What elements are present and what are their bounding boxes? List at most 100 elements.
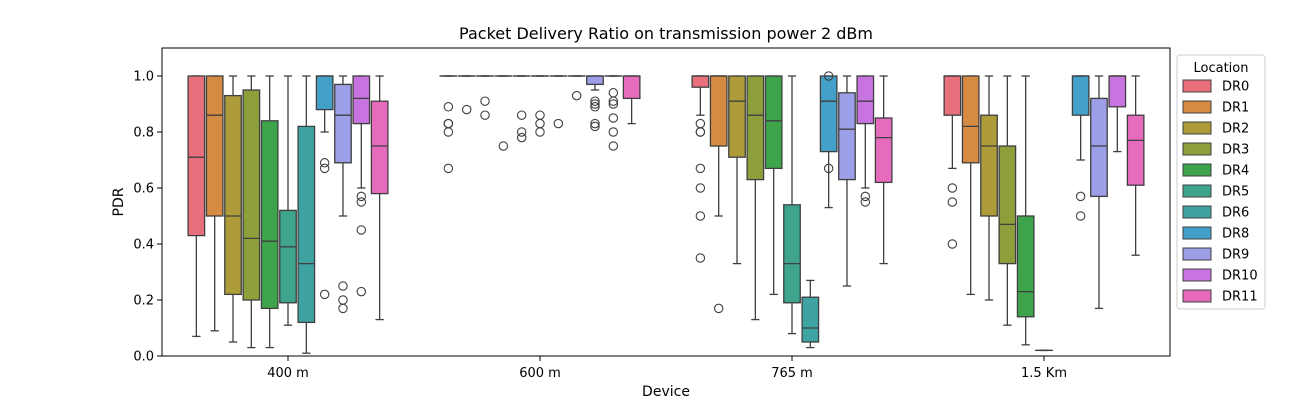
outlier-point	[713, 303, 724, 314]
outlier-point	[356, 191, 367, 202]
legend-frame	[1176, 54, 1266, 310]
outlier-point	[947, 239, 958, 249]
box-dr2	[224, 94, 242, 296]
legend-label-dr10: DR10	[1222, 269, 1258, 284]
series-dr11	[370, 75, 1145, 321]
outlier-point	[608, 141, 619, 151]
outlier-point	[1075, 211, 1086, 221]
legend-swatch-dr6	[1182, 205, 1212, 219]
outlier-point	[695, 163, 706, 174]
outlier-point	[498, 141, 509, 151]
box-dr8	[1071, 75, 1090, 116]
legend-label-dr11: DR11	[1222, 290, 1258, 305]
x-axis: 400 m 600 m 765 m 1.5 Km	[267, 356, 1067, 381]
outlier-point	[590, 102, 600, 112]
y-tick-label: 0.8	[133, 126, 154, 141]
outlier-point	[590, 118, 600, 129]
box-dr4	[260, 120, 279, 310]
series-dr6	[297, 75, 820, 354]
legend-label-dr5: DR5	[1222, 185, 1249, 200]
outlier-point	[480, 96, 490, 106]
legend-title: Location	[1194, 61, 1249, 76]
x-tick-label: 400 m	[267, 366, 309, 381]
legend: Location DR0 DR1 DR2 DR3 DR4 DR5 DR6 DR8 DR9 DR10…	[1176, 54, 1266, 310]
outlier-point	[860, 197, 871, 207]
y-tick-label: 1.0	[133, 70, 154, 85]
outlier-point	[516, 132, 527, 143]
box-dr9	[334, 83, 352, 164]
y-tick-label: 0.6	[133, 182, 154, 197]
box-dr10	[352, 75, 371, 125]
box-dr5	[279, 209, 297, 304]
outlier-point	[535, 110, 545, 120]
outlier-point	[823, 71, 834, 81]
outlier-point	[338, 303, 348, 314]
series-dr10	[352, 75, 1127, 297]
outlier-point	[443, 127, 454, 137]
y-tick-label: 0.2	[133, 294, 154, 309]
legend-swatch-dr3	[1182, 142, 1212, 156]
legend-label-dr3: DR3	[1222, 143, 1249, 158]
outlier-point	[571, 90, 582, 101]
legend-label-dr9: DR9	[1222, 248, 1249, 263]
box-dr10	[856, 75, 875, 125]
box-dr11	[370, 100, 389, 195]
series-dr8	[315, 71, 1090, 300]
legend-swatch-dr10	[1182, 268, 1212, 282]
outlier-point	[535, 127, 545, 137]
box-dr6	[801, 296, 820, 343]
y-axis-label: PDR	[111, 187, 127, 216]
legend-label-dr1: DR1	[1222, 101, 1249, 116]
box-dr1	[205, 75, 224, 217]
box-dr2	[728, 75, 746, 158]
y-tick-label: 0.0	[133, 350, 154, 365]
outlier-point	[608, 96, 619, 106]
outlier-point	[516, 110, 527, 120]
legend-swatch-dr0	[1182, 79, 1212, 93]
series-dr2	[224, 75, 998, 343]
box-dr2	[980, 114, 998, 217]
outlier-point	[695, 211, 706, 221]
x-axis-label: Device	[642, 384, 690, 400]
legend-swatch-dr4	[1182, 163, 1212, 177]
series-dr4	[260, 75, 1035, 349]
plot-frame	[161, 47, 1171, 357]
outlier-point	[553, 118, 564, 129]
x-tick-label: 600 m	[519, 366, 561, 381]
outlier-point	[319, 289, 330, 300]
box-dr8	[819, 75, 838, 153]
outlier-point	[480, 110, 490, 120]
outlier-point	[608, 88, 619, 98]
x-tick-label: 765 m	[771, 366, 813, 381]
box-dr3	[746, 75, 765, 181]
outlier-point	[356, 197, 367, 207]
outlier-point	[590, 96, 600, 106]
legend-swatch-dr5	[1182, 184, 1212, 198]
outlier-point	[443, 163, 454, 174]
outlier-point	[356, 225, 367, 235]
box-dr1	[709, 75, 728, 147]
outlier-point	[1075, 191, 1086, 202]
outlier-point	[535, 118, 545, 129]
outlier-point	[461, 104, 472, 115]
outlier-point	[695, 127, 706, 137]
outlier-point	[338, 281, 348, 291]
legend-swatch-dr9	[1182, 247, 1212, 261]
legend-swatch-dr8	[1182, 226, 1212, 240]
legend-label-dr2: DR2	[1222, 122, 1249, 137]
series-dr0	[187, 75, 962, 338]
box-dr0	[187, 75, 206, 237]
series-dr9	[334, 75, 1108, 314]
box-dr9	[838, 92, 856, 181]
outlier-point	[823, 163, 834, 174]
legend-label-dr6: DR6	[1222, 206, 1249, 221]
box-dr11	[622, 75, 641, 100]
box-dr0	[691, 75, 710, 88]
box-dr10	[1108, 75, 1127, 108]
outlier-point	[608, 127, 619, 137]
outlier-point	[590, 121, 600, 132]
box-dr11	[1126, 114, 1145, 186]
outlier-point	[590, 99, 600, 109]
box-dr6	[297, 125, 316, 324]
